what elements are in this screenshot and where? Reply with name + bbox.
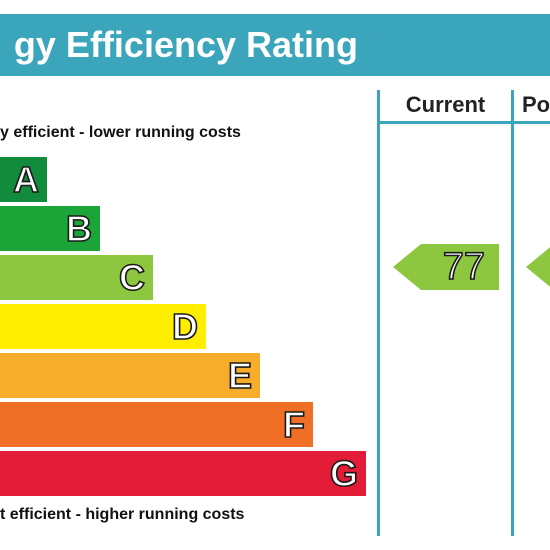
potential-arrow-shape xyxy=(526,247,550,287)
current-rating-arrow: 77 xyxy=(393,244,499,290)
band-letter-a: A xyxy=(12,158,40,201)
band-letter-b: B xyxy=(65,207,93,250)
band-b: B xyxy=(0,206,100,251)
band-letter-g: G xyxy=(329,452,359,495)
potential-rating-value xyxy=(526,244,550,290)
band-a: A xyxy=(0,157,47,202)
band-letter-e: E xyxy=(227,354,253,397)
caption-efficient: y efficient - lower running costs xyxy=(0,124,241,141)
band-d: D xyxy=(0,304,206,349)
current-column-header: Current xyxy=(405,92,486,117)
band-e: E xyxy=(0,353,260,398)
current-arrow-shape xyxy=(393,244,499,290)
header-underline xyxy=(377,121,550,124)
page-title: gy Efficiency Rating xyxy=(13,24,358,65)
band-letter-c: C xyxy=(118,256,146,299)
potential-column-header: Po xyxy=(522,92,550,117)
band-letter-d: D xyxy=(171,305,199,348)
band-g: G xyxy=(0,451,366,496)
band-letter-f: F xyxy=(282,403,306,446)
caption-inefficient: t efficient - higher running costs xyxy=(0,506,245,523)
band-c: C xyxy=(0,255,153,300)
title-bar: gy Efficiency Rating xyxy=(0,14,550,76)
potential-rating-arrow xyxy=(526,244,550,290)
current-rating-value: 77 xyxy=(442,245,486,289)
band-f: F xyxy=(0,402,313,447)
column-divider-left xyxy=(377,90,380,536)
column-divider-right xyxy=(511,90,514,536)
